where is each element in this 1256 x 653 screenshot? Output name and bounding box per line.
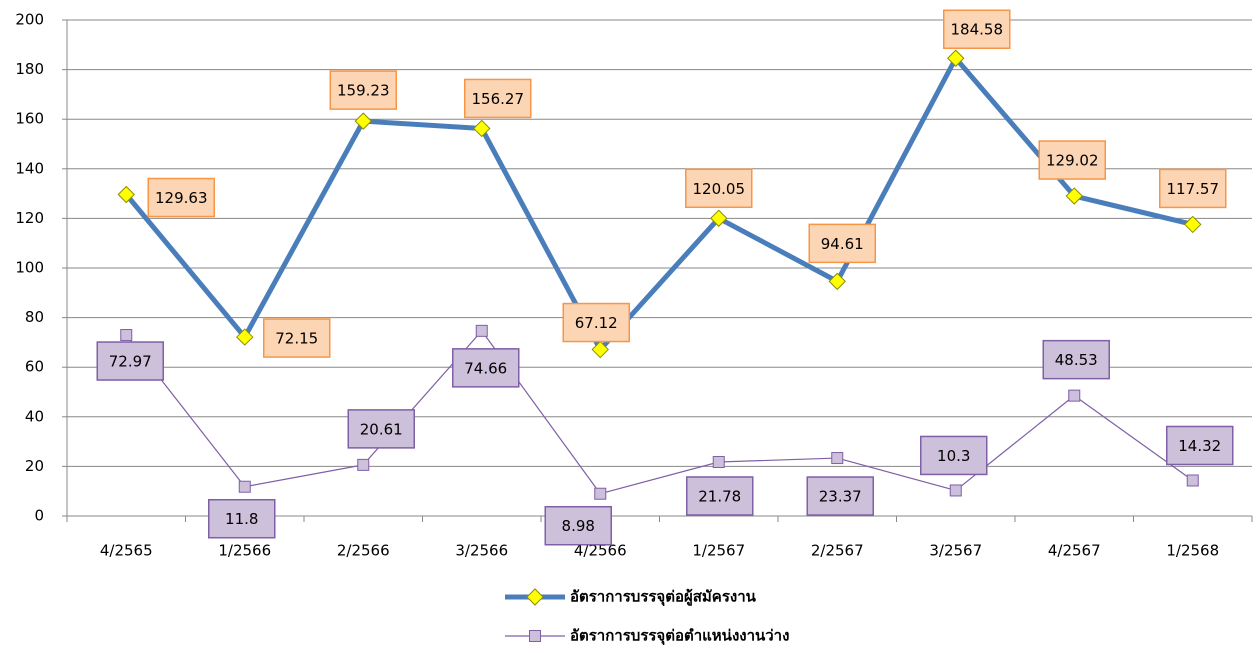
marker — [710, 209, 728, 227]
x-tick-label: 2/2567 — [811, 542, 864, 560]
data-label: 156.27 — [472, 90, 525, 108]
marker — [831, 452, 844, 465]
marker — [357, 458, 370, 471]
data-label: 48.53 — [1055, 351, 1098, 369]
y-tick-label: 20 — [25, 457, 44, 475]
data-label-box — [263, 318, 331, 358]
data-label-box — [920, 435, 988, 476]
y-tick-label: 140 — [15, 159, 44, 177]
marker — [591, 340, 609, 359]
marker — [947, 49, 965, 67]
y-tick-label: 80 — [25, 308, 44, 326]
data-label-box — [452, 348, 520, 388]
data-label-box — [208, 498, 276, 539]
data-label: 11.8 — [225, 510, 258, 528]
data-label: 74.66 — [464, 359, 507, 377]
legend-marker — [526, 588, 544, 606]
x-tick-label: 1/2568 — [1166, 542, 1219, 560]
marker — [594, 487, 607, 500]
y-tick-label: 60 — [25, 358, 44, 376]
data-label: 67.12 — [575, 314, 618, 332]
data-label-box — [562, 302, 630, 343]
line-series — [124, 55, 1194, 353]
x-tick-label: 4/2565 — [100, 542, 153, 560]
data-label: 23.37 — [819, 488, 862, 506]
data-label: 10.3 — [937, 447, 970, 465]
legend-label: อัตราการบรรจุต่อผู้สมัครงาน — [570, 588, 757, 607]
data-label-box — [808, 223, 876, 264]
data-label-box — [806, 476, 874, 516]
y-tick-label: 100 — [15, 259, 44, 277]
data-label-box — [329, 70, 397, 110]
data-label: 120.05 — [693, 180, 746, 198]
marker — [1065, 187, 1083, 205]
data-label: 159.23 — [337, 82, 390, 100]
data-label: 129.02 — [1046, 152, 1099, 170]
y-tick-label: 180 — [15, 60, 44, 78]
data-label-box — [347, 409, 415, 449]
y-tick-label: 40 — [25, 407, 44, 425]
marker — [1068, 389, 1081, 402]
y-tick-label: 120 — [15, 209, 44, 227]
x-tick-label: 4/2567 — [1048, 542, 1101, 560]
legend-marker — [529, 630, 541, 642]
marker — [1184, 215, 1202, 234]
y-tick-label: 0 — [34, 507, 44, 525]
data-label-box — [1159, 168, 1227, 209]
x-tick-label: 4/2566 — [574, 542, 627, 560]
marker — [475, 324, 488, 337]
data-label: 72.15 — [275, 330, 318, 348]
data-label: 8.98 — [562, 517, 595, 535]
x-tick-label: 2/2566 — [337, 542, 390, 560]
x-tick-label: 1/2566 — [218, 542, 271, 560]
data-label: 94.61 — [821, 235, 864, 253]
legend-label: อัตราการบรรจุต่อตำแหน่งงานว่าง — [570, 627, 789, 646]
data-label: 184.58 — [951, 21, 1004, 39]
x-tick-label: 1/2567 — [692, 542, 745, 560]
data-label-box — [1166, 425, 1234, 466]
data-label-box — [96, 341, 164, 381]
data-label: 14.32 — [1178, 437, 1221, 455]
marker — [712, 455, 725, 468]
data-label: 21.78 — [698, 487, 741, 505]
data-label-box — [1042, 339, 1110, 380]
x-tick-label: 3/2567 — [929, 542, 982, 560]
data-label-box — [685, 168, 753, 209]
marker — [828, 272, 846, 291]
y-tick-label: 200 — [15, 11, 44, 29]
data-label: 117.57 — [1167, 180, 1220, 198]
marker — [1186, 474, 1199, 487]
data-label-box — [147, 177, 215, 218]
data-label-box — [464, 78, 532, 119]
data-label-box — [544, 505, 612, 546]
marker — [238, 480, 251, 493]
data-label-box — [686, 476, 754, 516]
data-label-box — [1038, 140, 1106, 180]
data-label-box — [943, 9, 1011, 49]
data-label: 20.61 — [360, 420, 403, 438]
marker — [117, 185, 135, 204]
y-tick-label: 160 — [15, 110, 44, 128]
marker — [120, 329, 133, 342]
marker — [236, 328, 254, 346]
data-label: 72.97 — [109, 353, 152, 371]
x-tick-label: 3/2566 — [455, 542, 508, 560]
marker — [949, 484, 962, 497]
data-label: 129.63 — [155, 189, 208, 207]
line-series — [125, 330, 1194, 495]
marker — [473, 119, 491, 138]
marker — [354, 112, 372, 130]
